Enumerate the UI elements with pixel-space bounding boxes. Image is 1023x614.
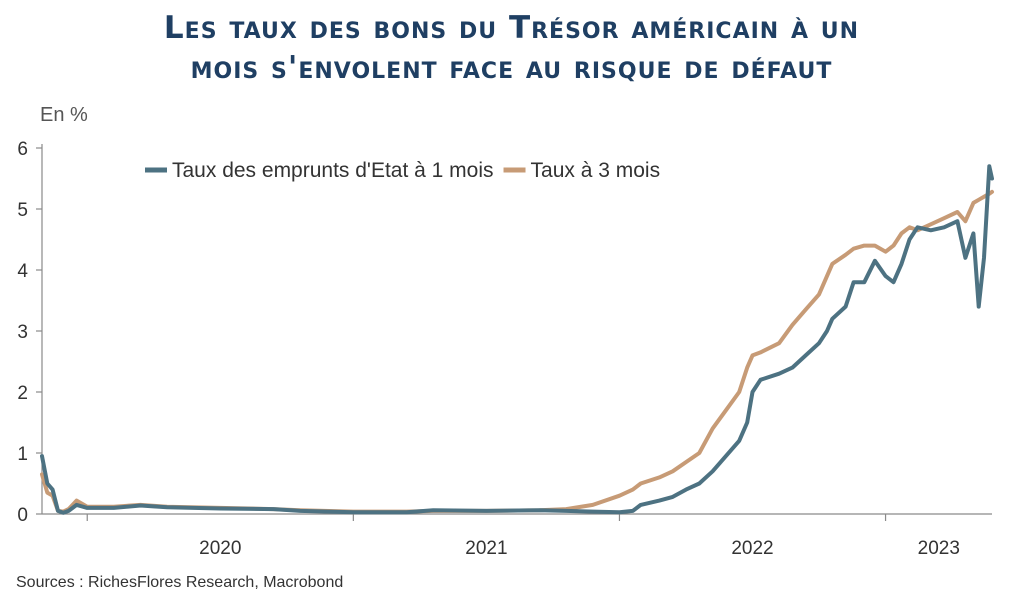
y-tick-label: 1 bbox=[17, 444, 28, 465]
x-tick-label: 2022 bbox=[731, 538, 773, 559]
series-line-1 bbox=[40, 164, 994, 515]
y-unit-label: En % bbox=[40, 104, 88, 126]
chart-title: Les taux des bons du Trésor américain à … bbox=[0, 8, 1023, 88]
series-layer bbox=[40, 164, 994, 515]
y-axis: 0 1 2 3 4 5 6 bbox=[17, 139, 43, 526]
legend-label-2: Taux à 3 mois bbox=[531, 159, 661, 182]
y-tick-label: 3 bbox=[17, 322, 28, 343]
y-tick-label: 6 bbox=[17, 139, 28, 160]
y-tick-label: 5 bbox=[17, 200, 28, 221]
chart-title-line-2: mois s'envolent face au risque de défaut bbox=[190, 50, 833, 86]
x-tick-label: 2021 bbox=[465, 538, 507, 559]
x-axis: 2020 2021 2022 2023 bbox=[42, 513, 992, 559]
legend: Taux des emprunts d'Etat à 1 mois Taux à … bbox=[145, 159, 660, 182]
series-line-2 bbox=[40, 189, 994, 514]
source-note: Sources : RichesFlores Research, Macrobo… bbox=[16, 574, 344, 591]
x-tick-label: 2023 bbox=[918, 538, 960, 559]
y-tick-label: 4 bbox=[17, 261, 28, 282]
legend-label-1: Taux des emprunts d'Etat à 1 mois bbox=[172, 159, 494, 182]
y-tick-label: 0 bbox=[17, 505, 28, 526]
chart-title-line-1: Les taux des bons du Trésor américain à … bbox=[163, 10, 860, 46]
x-tick-label: 2020 bbox=[199, 538, 241, 559]
y-tick-label: 2 bbox=[17, 383, 28, 404]
